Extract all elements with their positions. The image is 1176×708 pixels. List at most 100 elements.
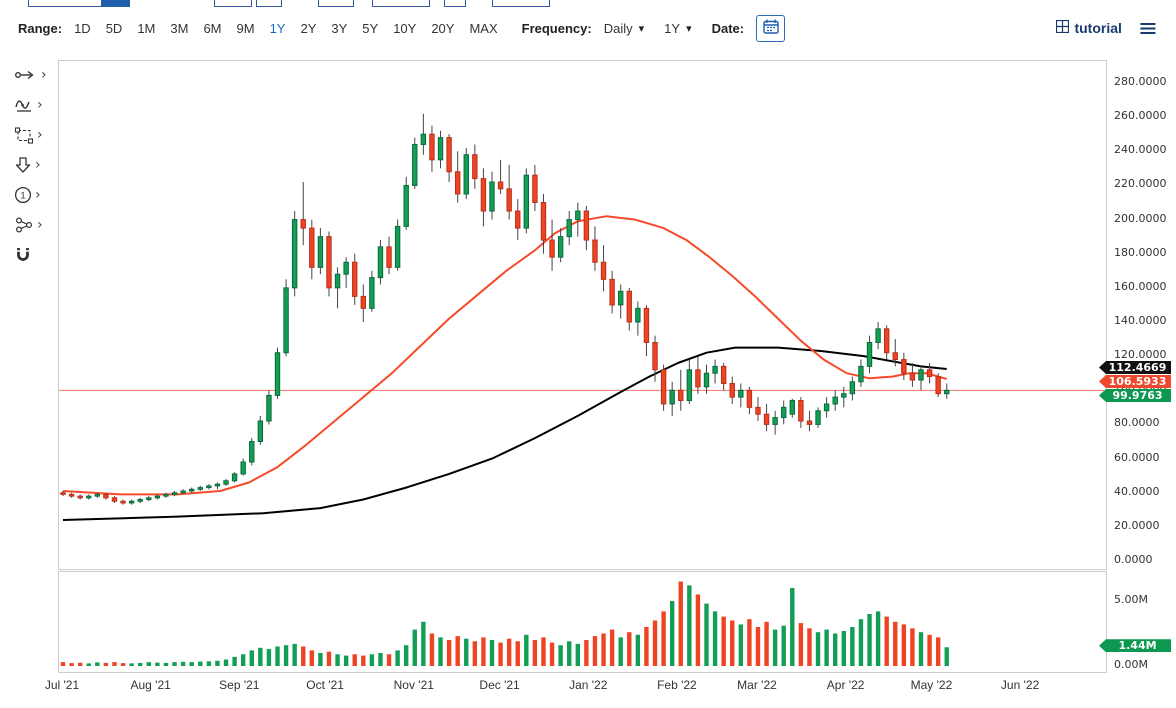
number-annotation-tool[interactable]: 1 › — [14, 184, 60, 206]
time-axis-tick: Jun '22 — [1000, 678, 1040, 692]
price-axis-tick: 200.0000 — [1114, 211, 1167, 225]
price-axis-tick: 0.0000 — [1114, 553, 1153, 566]
volume-axis-tick: 5.00M — [1114, 593, 1148, 606]
range-option-max[interactable]: MAX — [469, 20, 498, 36]
range-option-1d[interactable]: 1D — [74, 20, 91, 36]
price-axis-tick: 40.0000 — [1114, 484, 1160, 498]
range-option-2y[interactable]: 2Y — [300, 20, 317, 36]
drawing-tools-sidebar: › › › › 1 › › — [14, 64, 60, 266]
menu-icon[interactable]: ≡ — [1137, 14, 1158, 42]
calendar-icon — [762, 19, 779, 37]
period-value: 1Y — [664, 20, 681, 36]
price-axis-tick: 20.0000 — [1114, 518, 1160, 532]
frequency-label: Frequency: — [521, 20, 592, 36]
volume-chart-canvas[interactable] — [58, 571, 1107, 673]
cropped-control[interactable] — [444, 0, 466, 7]
price-axis-tick: 140.0000 — [1114, 314, 1167, 327]
period-select[interactable]: 1Y ▾ — [664, 21, 691, 36]
cropped-control[interactable] — [102, 0, 130, 7]
tutorial-label: tutorial — [1074, 20, 1122, 36]
chart-toolbar: Range: 1D 5D 1M 3M 6M 9M 1Y 2Y 3Y 5Y 10Y 20Y MAX Fre… — [0, 8, 1176, 48]
volume-axis-tick: 0.00M — [1114, 658, 1148, 671]
arrow-annotation-tool[interactable]: › — [14, 154, 60, 176]
chevron-right-icon[interactable]: › — [35, 187, 41, 203]
chevron-down-icon: ▾ — [638, 21, 645, 35]
chevron-down-icon: ▾ — [686, 21, 692, 35]
range-option-3y[interactable]: 3Y — [331, 20, 348, 36]
volume-badge: 1.44M — [1099, 639, 1171, 653]
price-axis: 280.0000 260.0000 240.0000 220.0000 200.0000… — [1105, 60, 1176, 706]
magnet-icon — [14, 246, 32, 264]
svg-text:1: 1 — [20, 191, 25, 202]
flowchart-tool[interactable]: › — [14, 214, 60, 236]
price-chart-canvas[interactable] — [58, 60, 1107, 570]
price-axis-tick: 280.0000 — [1114, 75, 1167, 88]
time-axis-tick: Jan '22 — [569, 678, 608, 692]
tutorial-link[interactable]: tutorial — [1056, 19, 1122, 36]
price-axis-tick: 260.0000 — [1114, 109, 1167, 123]
time-axis-tick: Feb '22 — [657, 678, 697, 692]
price-axis-tick: 160.0000 — [1114, 279, 1167, 293]
time-axis-tick: Dec '21 — [479, 678, 520, 692]
range-option-10y[interactable]: 10Y — [393, 20, 417, 36]
range-option-1m[interactable]: 1M — [137, 20, 156, 36]
flowchart-icon — [14, 216, 34, 234]
indicators-tool[interactable]: › — [14, 94, 60, 116]
grid-icon — [1056, 19, 1070, 36]
circled-one-icon: 1 — [14, 186, 32, 204]
line-draw-icon — [14, 67, 38, 83]
selection-rect-icon — [14, 126, 34, 144]
time-axis-tick: Nov '21 — [393, 678, 434, 692]
arrow-down-icon — [14, 156, 32, 174]
price-axis-tick: 80.0000 — [1114, 416, 1160, 430]
chart-area: 280.0000 260.0000 240.0000 220.0000 200.0000… — [45, 60, 1176, 706]
range-option-1y[interactable]: 1Y — [269, 20, 286, 36]
chevron-right-icon[interactable]: › — [37, 127, 43, 143]
price-badges: 112.4669 106.5933 99.9763 1.44M — [1099, 60, 1175, 706]
range-option-5d[interactable]: 5D — [105, 20, 123, 36]
magnet-snap-tool[interactable] — [14, 244, 60, 266]
time-axis-tick: Apr '22 — [826, 678, 865, 692]
range-option-5y[interactable]: 5Y — [362, 20, 379, 36]
range-option-6m[interactable]: 6M — [203, 20, 222, 36]
selection-tool[interactable]: › — [14, 124, 60, 146]
range-option-9m[interactable]: 9M — [236, 20, 255, 36]
line-draw-tool[interactable]: › — [14, 64, 60, 86]
time-axis-tick: Aug '21 — [130, 678, 171, 692]
frequency-select[interactable]: Daily ▾ — [604, 21, 644, 36]
price-axis-tick: 180.0000 — [1114, 245, 1167, 259]
cropped-control[interactable] — [492, 0, 550, 7]
cropped-control[interactable] — [28, 0, 102, 7]
range-selector: 1D 5D 1M 3M 6M 9M 1Y 2Y 3Y 5Y 10Y 20Y MAX — [74, 21, 498, 36]
cropped-control[interactable] — [256, 0, 282, 7]
time-axis-tick: Mar '22 — [737, 678, 777, 692]
price-badge: 112.4669 — [1099, 361, 1171, 374]
cropped-control[interactable] — [318, 0, 354, 7]
time-axis: Jul '21 Aug '21 Sep '21 Oct '21 Nov '21 Dec '… — [45, 678, 1105, 698]
range-label: Range: — [18, 20, 63, 36]
price-axis-tick: 60.0000 — [1114, 450, 1160, 464]
cropped-top-toolbar — [0, 0, 1176, 8]
range-option-20y[interactable]: 20Y — [431, 20, 455, 36]
time-axis-tick: Oct '21 — [306, 678, 344, 692]
chevron-right-icon[interactable]: › — [37, 97, 43, 113]
cropped-control[interactable] — [214, 0, 252, 7]
time-axis-tick: Jul '21 — [44, 678, 80, 692]
price-axis-tick: 120.0000 — [1114, 348, 1167, 362]
frequency-value: Daily — [603, 20, 633, 36]
cropped-control[interactable] — [372, 0, 430, 7]
indicators-icon — [14, 97, 34, 114]
chevron-right-icon[interactable]: › — [35, 157, 41, 173]
price-axis-tick: 240.0000 — [1114, 143, 1167, 157]
chevron-right-icon[interactable]: › — [41, 67, 47, 83]
chevron-right-icon[interactable]: › — [37, 217, 43, 233]
range-option-3m[interactable]: 3M — [170, 20, 189, 36]
price-badge: 106.5933 — [1099, 375, 1171, 388]
date-picker-button[interactable] — [756, 14, 786, 42]
price-axis-tick: 220.0000 — [1114, 177, 1167, 191]
date-label: Date: — [711, 20, 745, 36]
time-axis-tick: May '22 — [910, 678, 953, 692]
price-badge: 99.9763 — [1099, 389, 1171, 402]
time-axis-tick: Sep '21 — [219, 678, 260, 692]
